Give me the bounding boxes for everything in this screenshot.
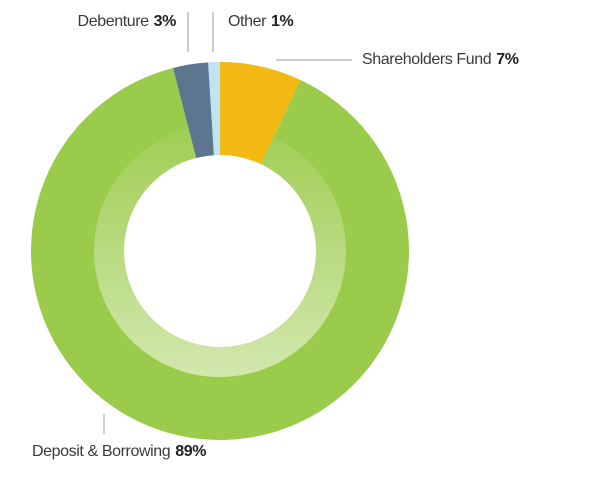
donut-slice: [172, 62, 214, 159]
donut-slice: [30, 67, 410, 441]
slice-highlight: [93, 128, 346, 377]
slice-name: Shareholders Fund: [362, 51, 491, 68]
slice-label: Other 1%: [228, 13, 294, 30]
slice-label: Debenture 3%: [78, 13, 177, 30]
slice-value: 7%: [496, 51, 518, 68]
slice-name: Debenture: [78, 13, 150, 30]
slice-name: Deposit & Borrowing: [32, 443, 170, 460]
slice-label: Shareholders Fund 7%: [362, 51, 519, 68]
slice-name: Other: [228, 13, 267, 30]
slice-value: 1%: [271, 13, 293, 30]
slice-value: 3%: [154, 13, 176, 30]
slice-label: Deposit & Borrowing 89%: [32, 443, 206, 460]
slice-value: 89%: [175, 443, 206, 460]
donut-slice: [220, 62, 301, 165]
donut-slice: [208, 62, 220, 156]
